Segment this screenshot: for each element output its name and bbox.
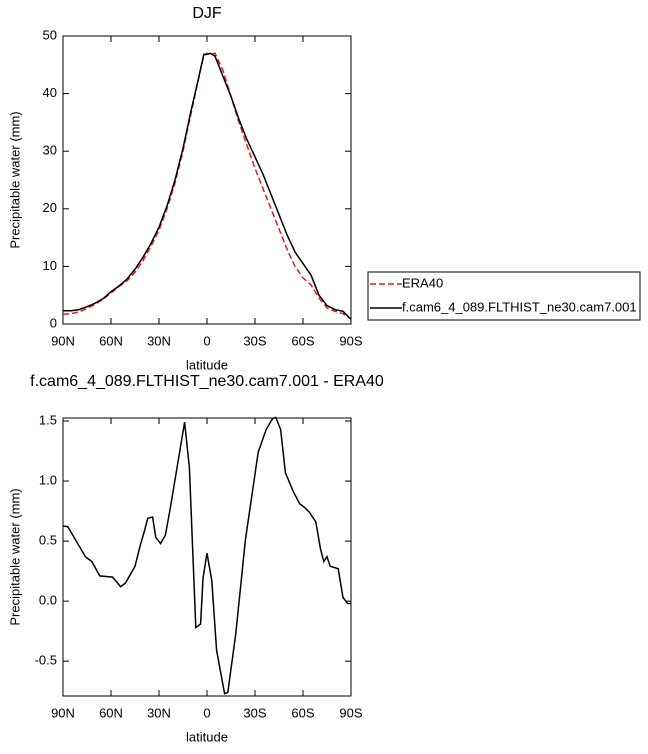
chart-title: DJF [192,5,222,22]
x-tick-label: 90S [339,333,362,348]
x-tick-label: 90N [51,333,75,348]
x-tick-label: 30N [147,333,171,348]
data-line [62,416,351,695]
x-axis-label: latitude [186,357,228,372]
x-tick-label: 60N [99,333,123,348]
plot-frame [62,35,352,325]
legend-label: ERA40 [402,275,443,290]
y-tick-label: 0.0 [39,593,57,608]
y-tick-label: 40 [43,85,57,100]
legend-box [367,271,641,321]
data-line [62,52,352,320]
x-axis-label: latitude [186,729,228,744]
x-tick-label: 30N [147,705,171,720]
y-tick-label: 1.5 [39,412,57,427]
y-tick-label: 20 [43,200,57,215]
y-tick-label: 10 [43,258,57,273]
x-tick-label: 30S [243,705,266,720]
y-tick-label: 0 [50,315,57,330]
x-tick-label: 0 [203,333,210,348]
y-tick-label: 30 [43,143,57,158]
x-tick-label: 60N [99,705,123,720]
y-tick-label: 50 [43,27,57,42]
x-tick-label: 30S [243,333,266,348]
x-tick-label: 60S [291,333,314,348]
y-tick-label: 0.5 [39,533,57,548]
x-tick-label: 60S [291,705,314,720]
y-axis-label: Precipitable water (mm) [7,111,22,248]
legend-label: f.cam6_4_089.FLTHIST_ne30.cam7.001 [402,299,637,314]
y-tick-label: -0.5 [35,653,57,668]
chart-title: f.cam6_4_089.FLTHIST_ne30.cam7.001 - ERA… [30,373,384,390]
data-line [63,52,352,320]
x-tick-label: 90S [339,705,362,720]
y-axis-label: Precipitable water (mm) [7,488,22,625]
x-tick-label: 90N [51,705,75,720]
y-tick-label: 1.0 [39,472,57,487]
x-tick-label: 0 [203,705,210,720]
